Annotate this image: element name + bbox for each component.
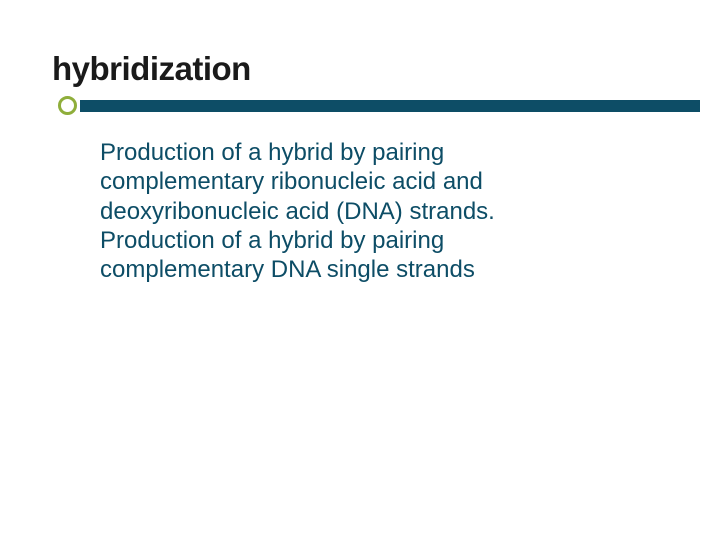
body-paragraph: Production of a hybrid by pairing comple… [100, 138, 560, 284]
bullet-ring-icon [58, 96, 77, 115]
horizontal-rule [80, 100, 700, 112]
slide-container: hybridization Production of a hybrid by … [0, 0, 720, 540]
slide-title: hybridization [52, 50, 670, 88]
slide-body: Production of a hybrid by pairing comple… [52, 138, 670, 284]
title-rule [52, 96, 670, 116]
